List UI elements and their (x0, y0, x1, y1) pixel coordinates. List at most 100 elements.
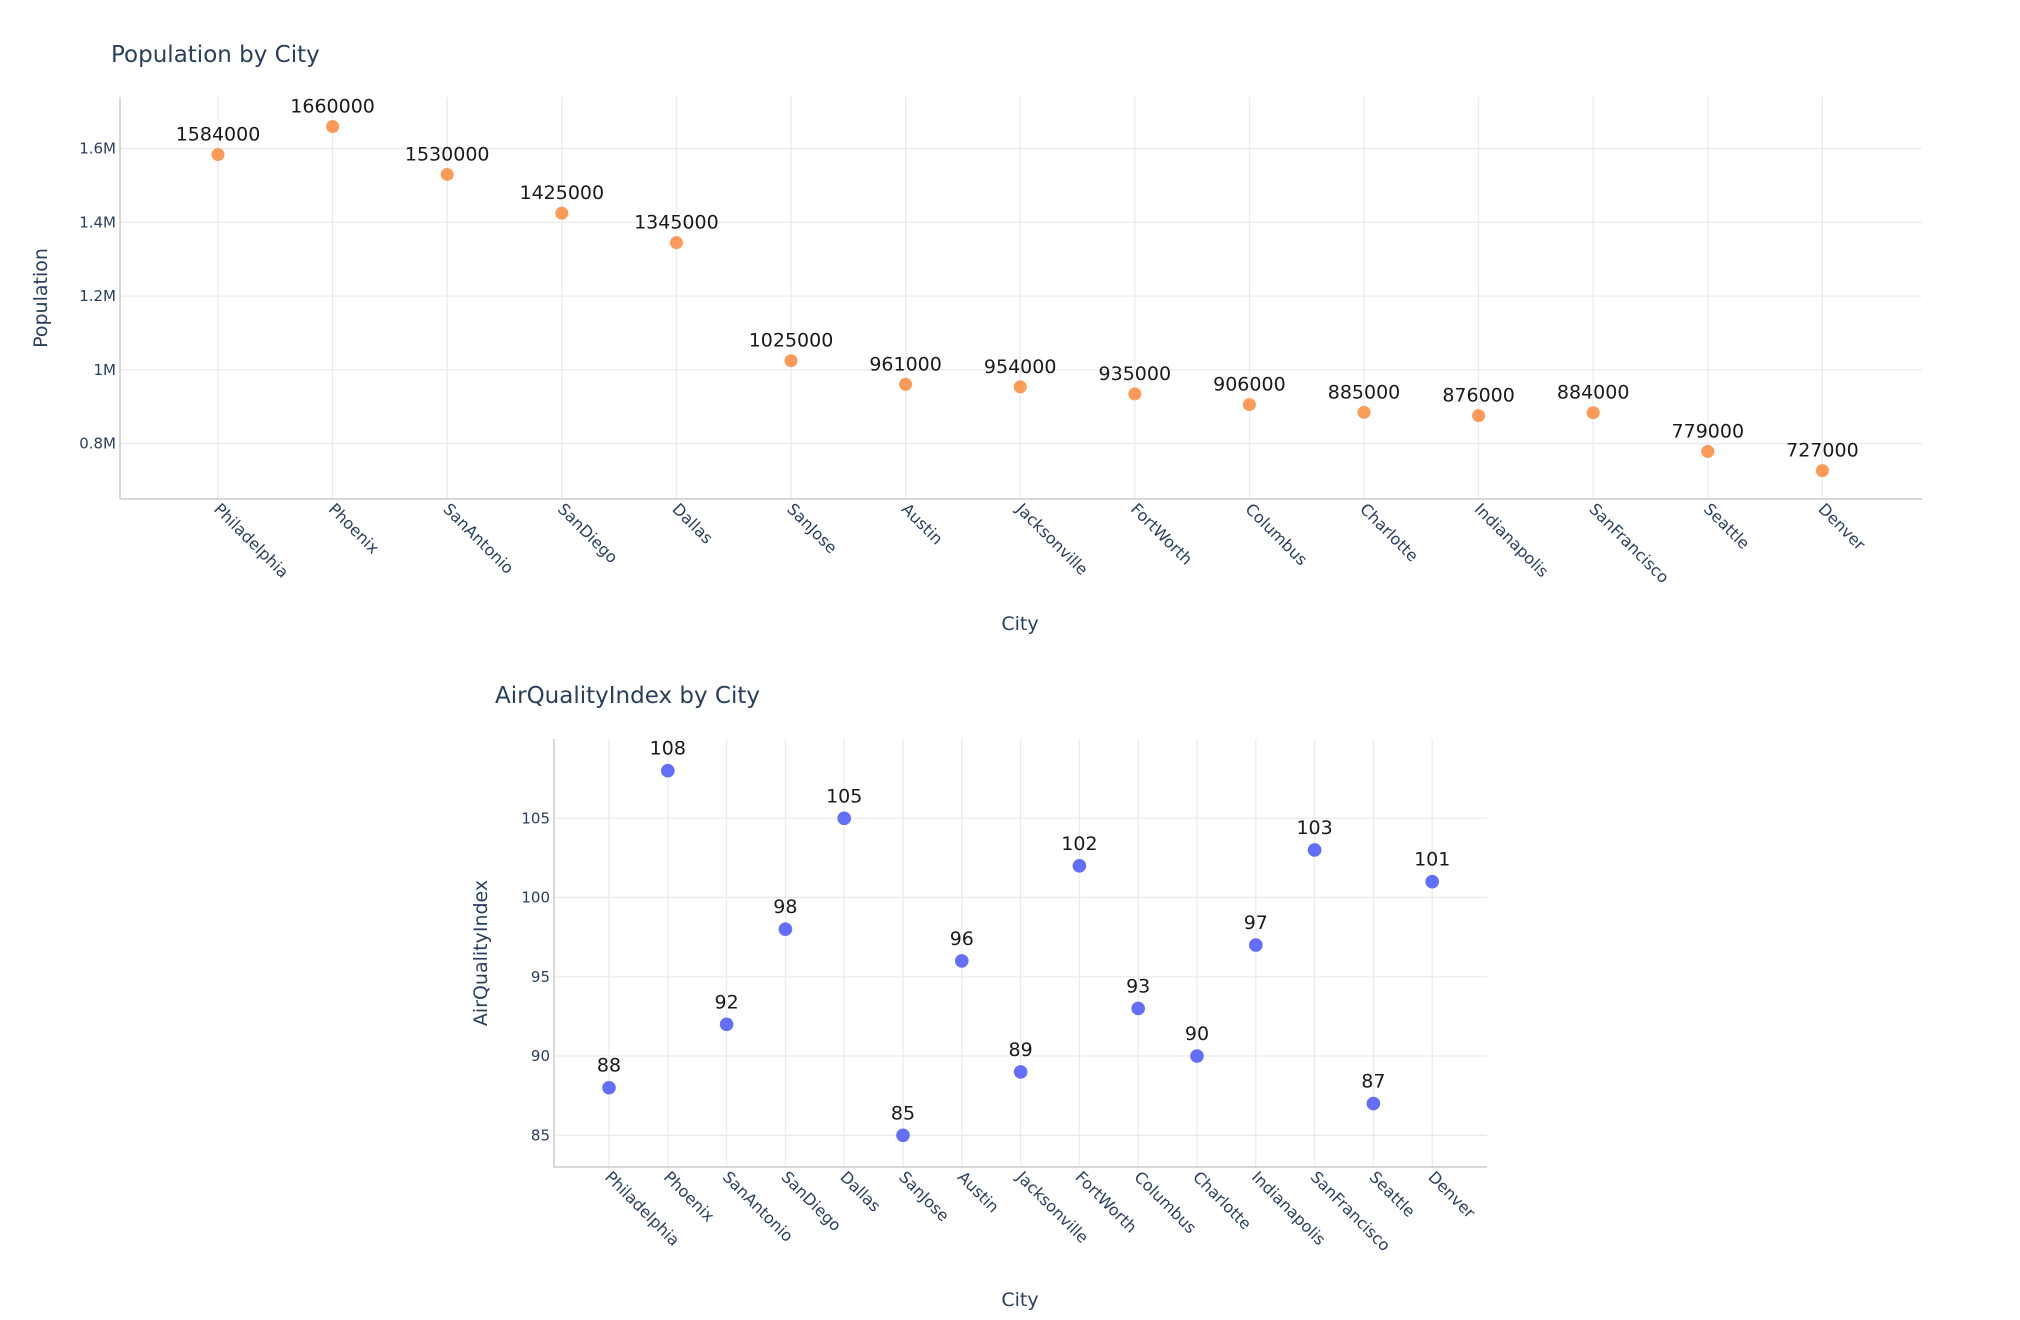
x-tick-label: Austin (954, 1167, 1003, 1216)
y-tick-label: 85 (531, 1126, 550, 1144)
data-point[interactable] (669, 236, 683, 250)
axes (119, 97, 1922, 500)
x-tick-label: Seattle (1700, 499, 1753, 552)
grid (554, 739, 1487, 1167)
data-label: 93 (1126, 975, 1150, 997)
x-axis-title: City (1001, 613, 1038, 635)
data-label: 876000 (1442, 385, 1515, 407)
data-label: 954000 (984, 356, 1057, 378)
points (211, 120, 1829, 478)
chart-title: Population by City (111, 42, 320, 68)
data-label: 961000 (869, 353, 942, 375)
data-point[interactable] (555, 206, 569, 220)
data-point[interactable] (1357, 405, 1371, 419)
data-label: 1584000 (176, 124, 261, 146)
data-point[interactable] (1366, 1096, 1381, 1111)
data-label: 1425000 (519, 182, 604, 204)
data-label: 101 (1414, 849, 1450, 871)
y-axis-title: Population (30, 248, 52, 348)
data-point[interactable] (1072, 859, 1087, 873)
data-point[interactable] (602, 1080, 616, 1095)
data-point[interactable] (326, 120, 340, 134)
data-label: 779000 (1672, 420, 1745, 442)
x-tick-label: SanJose (783, 499, 841, 557)
data-label: 88 (597, 1055, 621, 1077)
y-tick-label: 1.2M (79, 287, 116, 305)
x-tick-label: Seattle (1366, 1167, 1419, 1220)
data-point[interactable] (1242, 398, 1256, 412)
data-point[interactable] (1128, 387, 1142, 401)
x-tick-label: SanFrancisco (1585, 499, 1673, 587)
data-point[interactable] (1307, 843, 1322, 857)
data-point[interactable] (1701, 444, 1715, 458)
data-label: 885000 (1328, 381, 1401, 403)
data-point[interactable] (1425, 874, 1439, 889)
y-tick-label: 95 (531, 968, 550, 986)
data-label: 1660000 (290, 96, 375, 118)
data-label: 97 (1244, 912, 1268, 934)
data-point[interactable] (440, 167, 454, 181)
x-tick-label: FortWorth (1127, 499, 1196, 568)
y-tick-label: 1M (94, 361, 117, 379)
x-tick-label: Columbus (1242, 499, 1312, 569)
x-tick-label: Indianapolis (1471, 499, 1553, 581)
y-tick-label: 105 (521, 809, 550, 827)
x-tick-label: Phoenix (660, 1167, 718, 1225)
data-point[interactable] (896, 1128, 910, 1143)
data-label: 108 (650, 738, 686, 760)
axes (553, 739, 1487, 1168)
data-label: 103 (1296, 817, 1332, 839)
y-tick-label: 0.8M (79, 435, 116, 453)
data-point[interactable] (1131, 1001, 1145, 1016)
data-label: 105 (826, 785, 862, 807)
data-point[interactable] (899, 377, 913, 391)
x-tick-label: SanJose (895, 1167, 953, 1225)
data-label: 96 (950, 928, 974, 950)
y-tick-label: 1.4M (79, 213, 116, 231)
data-labels: 88 108 92 98 105 85 96 89 102 93 90 97 103 87 101 (597, 738, 1450, 1125)
data-label: 89 (1009, 1039, 1033, 1061)
x-tick-label: Denver (1424, 1167, 1479, 1222)
data-point[interactable] (661, 763, 675, 778)
data-point[interactable] (719, 1017, 734, 1032)
y-axis-title: AirQualityIndex (470, 880, 492, 1026)
x-tick-label: Phoenix (325, 499, 383, 557)
data-point[interactable] (778, 922, 793, 937)
data-point[interactable] (1013, 1065, 1028, 1079)
data-point[interactable] (1013, 380, 1027, 394)
y-tick-label: 1.6M (79, 140, 116, 158)
data-point[interactable] (211, 148, 225, 162)
data-point[interactable] (1190, 1049, 1204, 1063)
grid (120, 97, 1922, 499)
y-ticks: 0.8M 1M 1.2M 1.4M 1.6M (79, 140, 116, 453)
x-axis-title: City (1001, 1289, 1038, 1311)
data-label: 935000 (1099, 363, 1172, 385)
data-point[interactable] (1586, 406, 1600, 420)
y-tick-label: 100 (521, 889, 550, 907)
x-tick-label: Columbus (1130, 1167, 1200, 1237)
data-point[interactable] (784, 354, 798, 368)
data-point[interactable] (955, 954, 969, 968)
x-tick-label: Jacksonville (1012, 499, 1092, 579)
data-label: 87 (1361, 1071, 1385, 1093)
x-tick-label: Dallas (836, 1167, 884, 1215)
data-point[interactable] (1472, 409, 1486, 423)
x-tick-label: SanDiego (554, 499, 622, 567)
data-label: 90 (1185, 1023, 1209, 1045)
data-label: 98 (773, 896, 797, 918)
data-point[interactable] (837, 811, 851, 826)
data-labels: 1584000 1660000 1530000 1425000 1345000 10250… (176, 96, 1859, 462)
y-ticks: 85 90 95 100 105 (521, 809, 550, 1144)
x-tick-label: SanAntonio (439, 499, 517, 577)
x-tick-label: Austin (898, 499, 947, 548)
data-label: 1345000 (634, 212, 719, 234)
data-point[interactable] (1249, 938, 1263, 952)
points (602, 763, 1439, 1143)
data-label: 906000 (1213, 374, 1286, 396)
data-point[interactable] (1815, 464, 1829, 478)
chart-air-quality: AirQualityIndex by City 85 90 95 100 105 Phi… (470, 683, 1487, 1311)
data-label: 884000 (1557, 382, 1630, 404)
